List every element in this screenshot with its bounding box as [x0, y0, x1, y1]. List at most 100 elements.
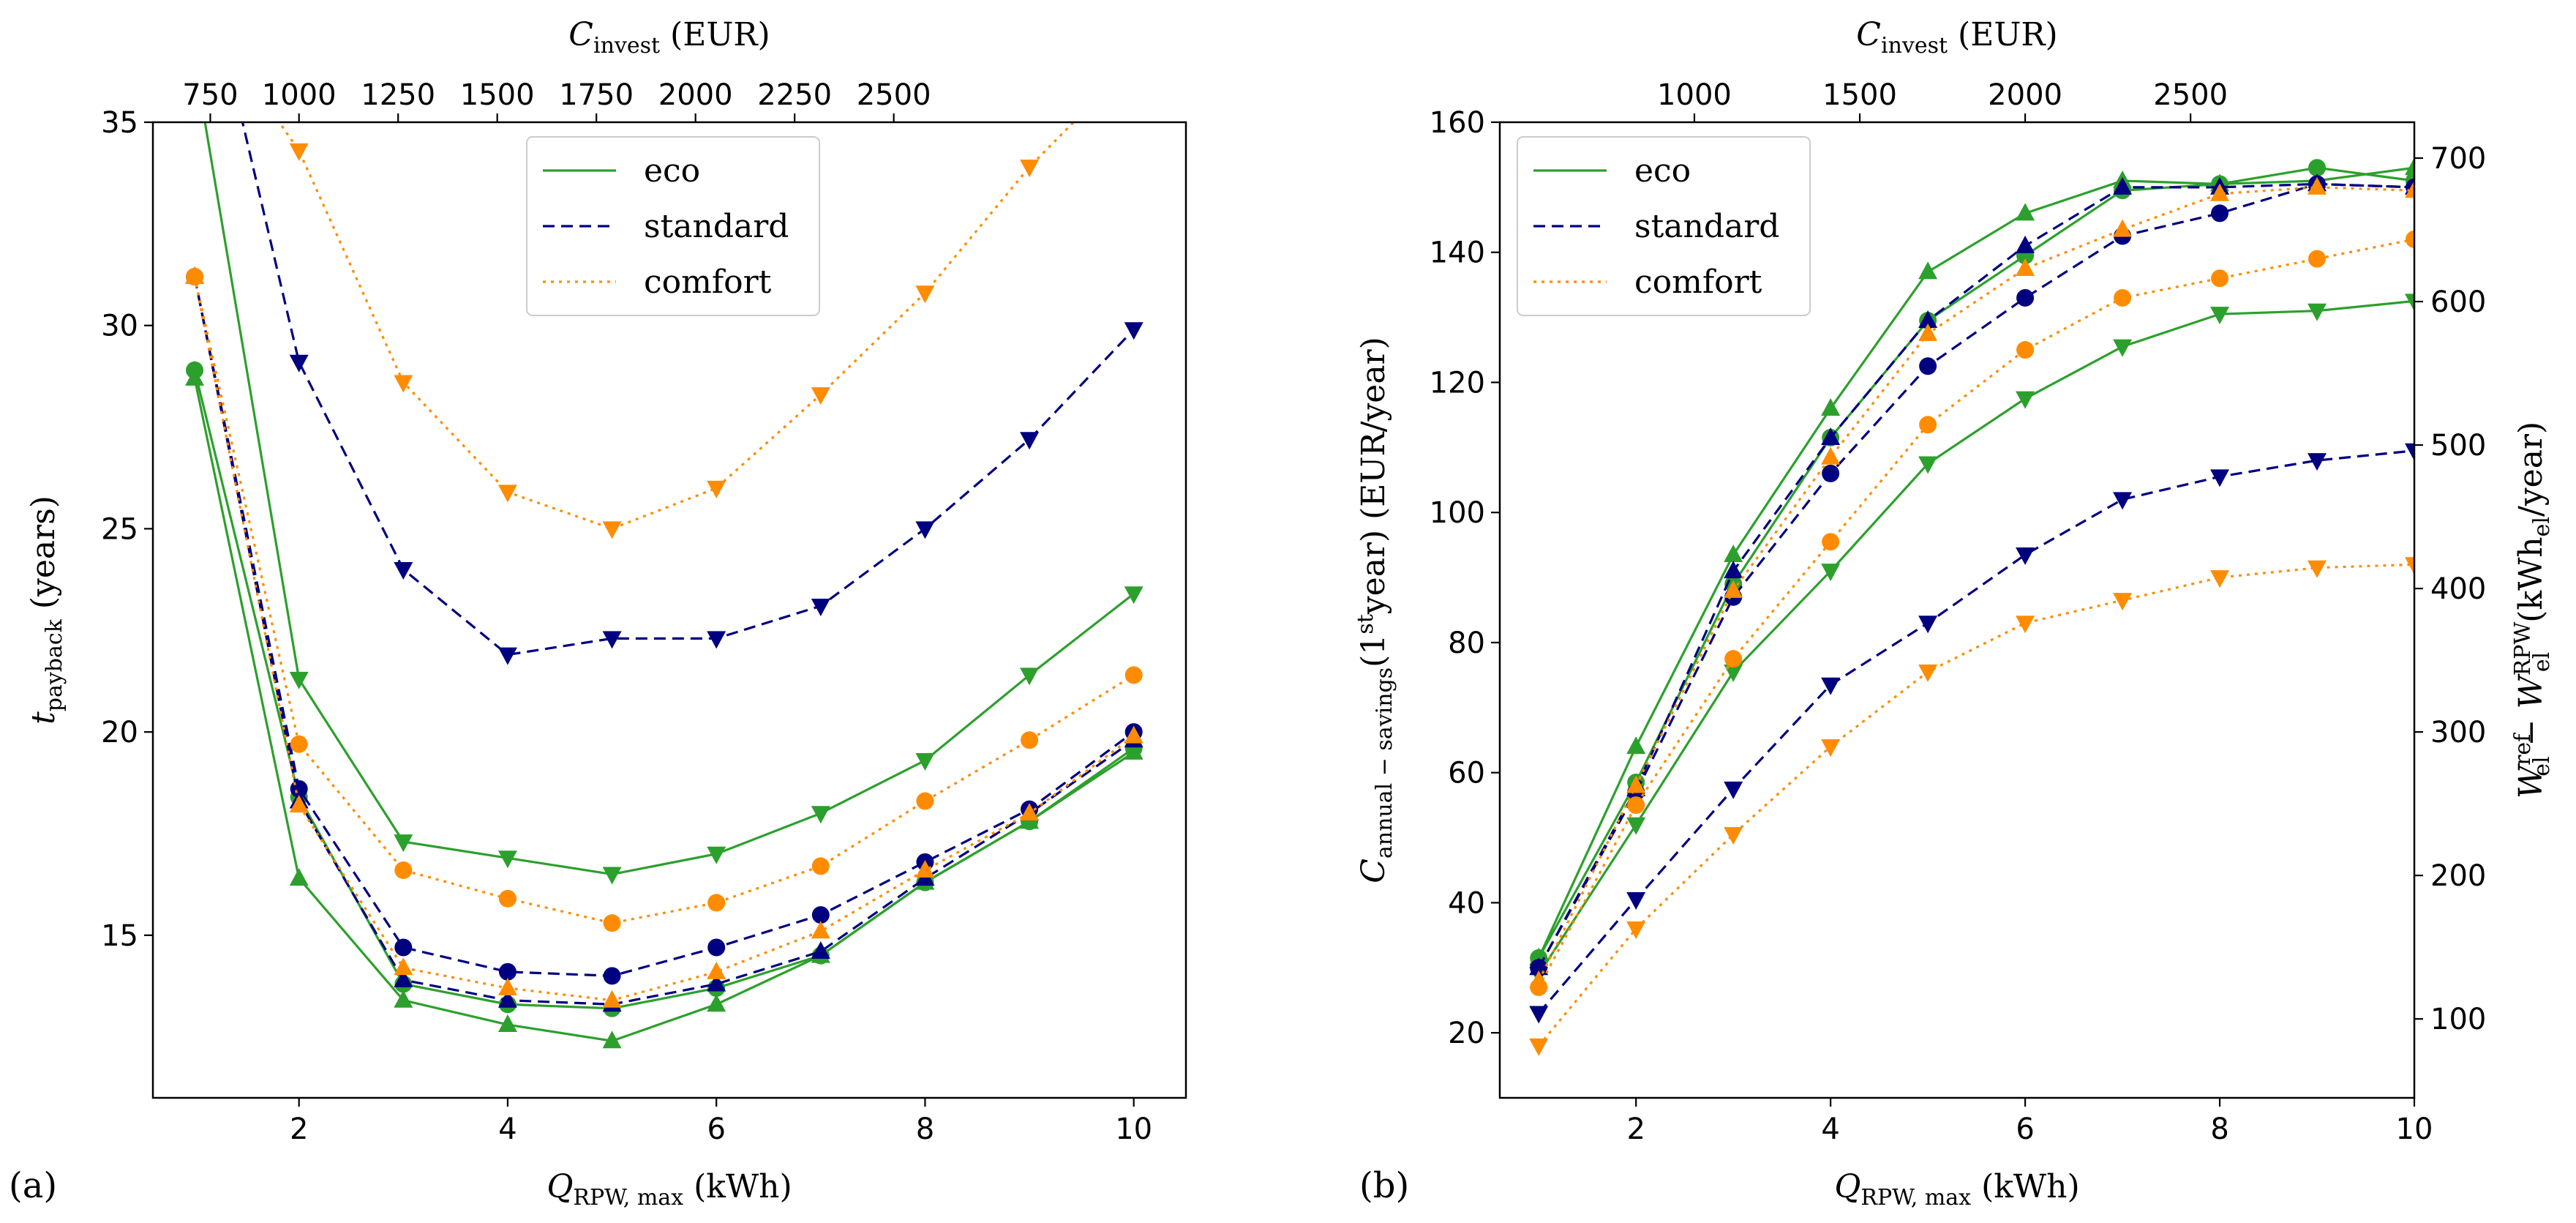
- series-line: [1537, 182, 2414, 969]
- data-point: [290, 735, 308, 753]
- series-line: [1537, 238, 2414, 988]
- data-point: [1724, 664, 1743, 682]
- panel-a-chart: 2 4 6 8 10 15 20 25 30 35 750 1000 1250 1500 1750 2000 2…: [9, 0, 1187, 1211]
- data-point: [2307, 453, 2327, 471]
- data-point: [394, 561, 413, 580]
- panel-label: (a): [9, 1165, 57, 1206]
- data-point: [2211, 204, 2229, 222]
- data-point: [1626, 817, 1646, 835]
- data-point: [1020, 667, 1040, 686]
- data-point: [1626, 921, 1646, 939]
- top-tick-label: 1250: [361, 78, 435, 112]
- y-tick-label: 30: [101, 310, 138, 343]
- data-point: [2016, 616, 2035, 634]
- data-point: [602, 521, 622, 539]
- data-point: [2016, 391, 2035, 409]
- plot-area: [185, 0, 1144, 1049]
- data-point: [915, 753, 935, 771]
- data-point: [603, 914, 621, 932]
- data-point: [1919, 357, 1937, 375]
- data-point: [185, 0, 204, 10]
- x-tick-label: 8: [916, 1112, 934, 1146]
- y-tick-label: 15: [101, 919, 138, 953]
- top-tick-label: 750: [182, 78, 238, 112]
- series-line: [1537, 182, 2414, 969]
- data-point: [811, 806, 830, 824]
- data-point: [1822, 464, 1840, 482]
- data-point: [1821, 398, 1841, 416]
- data-point: [1626, 736, 1646, 755]
- data-point: [1918, 310, 1938, 329]
- data-point: [1724, 544, 1743, 562]
- panel-b-chart: 2 4 6 8 10 20 40 60 80 100 120 140 160 1000 1500 2000 25…: [1353, 16, 2555, 1211]
- top-tick-label: 2000: [658, 78, 733, 112]
- series-line: [193, 276, 1135, 924]
- data-point: [603, 967, 621, 985]
- data-point: [1124, 586, 1144, 605]
- data-point: [2307, 303, 2327, 321]
- data-point: [915, 859, 935, 878]
- x-tick-label: 6: [2016, 1112, 2034, 1146]
- data-point: [602, 631, 622, 649]
- data-point: [2405, 293, 2414, 312]
- axes-frame: [151, 121, 1187, 1099]
- series-eco-tri-down: [185, 54, 1144, 885]
- data-point: [602, 1031, 622, 1049]
- data-point: [1919, 416, 1937, 434]
- top-tick-label: 2500: [857, 78, 931, 112]
- data-point: [916, 792, 934, 810]
- data-point: [497, 990, 517, 1008]
- x-tick-label: 2: [290, 1112, 308, 1146]
- right-tick-label: 400: [2430, 572, 2486, 606]
- data-point: [2113, 219, 2133, 237]
- data-point: [394, 938, 413, 957]
- data-point: [2114, 288, 2132, 307]
- series-line: [193, 276, 1135, 1006]
- data-point: [394, 969, 413, 987]
- legend-label: eco: [644, 152, 700, 190]
- data-point: [394, 990, 413, 1008]
- series-line: [193, 378, 1135, 1042]
- y-tick-label: 25: [101, 512, 138, 546]
- data-point: [2405, 180, 2414, 198]
- data-point: [1724, 580, 1743, 598]
- series-line: [1537, 299, 2414, 976]
- data-point: [602, 867, 622, 885]
- series-line: [193, 276, 1135, 977]
- data-point: [497, 978, 517, 996]
- right-axis-label: Wrefel − WRPWel (kWhel/year): [2510, 422, 2555, 798]
- data-point: [2405, 557, 2414, 575]
- series-comfort-tri-up: [185, 266, 1144, 1008]
- y-tick-label: 20: [1448, 1017, 1485, 1050]
- data-point: [1124, 322, 1144, 340]
- data-point: [1724, 650, 1743, 668]
- right-tick-label: 500: [2430, 429, 2486, 463]
- axes-frame: [1498, 121, 2416, 1099]
- legend-label: eco: [1634, 152, 1691, 190]
- data-point: [1529, 1006, 1549, 1024]
- series-line: [1537, 166, 2414, 959]
- data-point: [1821, 446, 1841, 465]
- data-point: [2308, 159, 2327, 177]
- data-point: [1020, 803, 1040, 821]
- data-point: [1021, 731, 1039, 749]
- data-point: [2210, 469, 2230, 487]
- y-axis-label: Cannual − savings(1styear) (EUR/year): [1353, 337, 1397, 883]
- top-tick-label: 1000: [1657, 78, 1732, 112]
- data-point: [1124, 741, 1144, 760]
- data-point: [497, 1014, 517, 1033]
- data-point: [1821, 677, 1841, 695]
- data-point: [2016, 258, 2035, 276]
- data-point: [497, 485, 517, 503]
- data-point: [1918, 261, 1938, 280]
- data-point: [1124, 725, 1144, 744]
- data-point: [1724, 781, 1743, 799]
- data-point: [185, 54, 204, 72]
- data-point: [707, 631, 726, 649]
- data-point: [707, 938, 726, 957]
- series-standard-circle: [186, 268, 1143, 985]
- legend-box: [526, 136, 820, 316]
- series-comfort-circle: [186, 268, 1143, 932]
- data-point: [2210, 307, 2230, 325]
